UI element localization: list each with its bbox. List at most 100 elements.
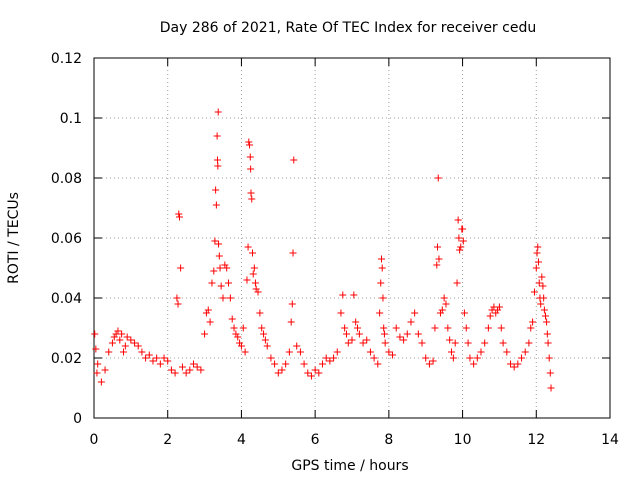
data-point <box>105 348 113 356</box>
data-point <box>248 195 256 203</box>
data-point <box>214 108 222 116</box>
data-point <box>145 351 153 359</box>
data-point <box>138 348 146 356</box>
data-point <box>339 291 347 299</box>
data-point <box>466 354 474 362</box>
data-point <box>134 342 142 350</box>
y-tick-label: 0.12 <box>51 51 82 67</box>
data-point <box>492 309 500 317</box>
data-point <box>411 309 419 317</box>
y-tick-label: 0 <box>73 411 82 427</box>
data-point <box>459 225 467 233</box>
y-tick-label: 0.02 <box>51 351 82 367</box>
data-point <box>348 336 356 344</box>
data-point <box>352 318 360 326</box>
data-point <box>431 324 439 332</box>
data-point <box>378 264 386 272</box>
data-point <box>530 288 538 296</box>
data-point <box>434 243 442 251</box>
data-point <box>434 174 442 182</box>
data-point <box>366 348 374 356</box>
data-point <box>211 237 219 245</box>
grid-lines <box>94 58 610 418</box>
data-point <box>208 279 216 287</box>
data-point <box>92 345 100 353</box>
data-point <box>214 162 222 170</box>
data-point <box>380 324 388 332</box>
data-point <box>212 186 220 194</box>
data-point <box>216 264 224 272</box>
data-point <box>473 354 481 362</box>
data-point <box>223 264 231 272</box>
data-point <box>374 360 382 368</box>
data-point <box>444 324 452 332</box>
data-point <box>239 324 247 332</box>
y-axis-label: ROTI / TECUs <box>6 192 22 284</box>
data-point <box>116 336 124 344</box>
data-point <box>304 369 312 377</box>
data-point <box>539 282 547 290</box>
data-point <box>274 369 282 377</box>
data-point <box>514 360 522 368</box>
data-point <box>213 132 221 140</box>
data-point <box>396 333 404 341</box>
data-point <box>232 330 240 338</box>
data-point <box>377 279 385 287</box>
data-point <box>245 138 253 146</box>
data-point <box>477 348 485 356</box>
data-point <box>497 324 505 332</box>
data-point <box>543 318 551 326</box>
data-point <box>438 306 446 314</box>
data-point <box>221 261 229 269</box>
data-point <box>392 324 400 332</box>
data-point <box>538 273 546 281</box>
data-point <box>261 336 269 344</box>
data-point <box>407 318 415 326</box>
data-point <box>164 357 172 365</box>
data-point <box>494 306 502 314</box>
data-point <box>287 318 295 326</box>
data-point <box>315 369 323 377</box>
data-point <box>288 300 296 308</box>
data-point <box>464 339 472 347</box>
data-point <box>544 339 552 347</box>
data-point <box>201 330 209 338</box>
data-point <box>101 366 109 374</box>
data-point <box>174 300 182 308</box>
data-point <box>241 348 249 356</box>
data-point <box>459 237 467 245</box>
data-point <box>319 360 327 368</box>
data-point <box>534 258 542 266</box>
data-point <box>282 360 290 368</box>
data-point <box>545 354 553 362</box>
data-point <box>484 324 492 332</box>
data-point <box>296 348 304 356</box>
y-tick-label: 0.08 <box>51 171 82 187</box>
data-point <box>440 294 448 302</box>
data-point <box>380 330 388 338</box>
data-point <box>254 288 262 296</box>
data-point <box>330 354 338 362</box>
data-point <box>243 276 251 284</box>
x-tick-label: 2 <box>163 432 172 448</box>
data-point <box>540 294 548 302</box>
data-point <box>540 306 548 314</box>
data-point <box>354 324 362 332</box>
data-point <box>121 342 129 350</box>
data-point <box>123 333 131 341</box>
data-point <box>171 369 179 377</box>
data-point <box>462 324 470 332</box>
data-point <box>290 156 298 164</box>
chart-title: Day 286 of 2021, Rate Of TEC Index for r… <box>160 20 536 36</box>
data-point <box>436 309 444 317</box>
data-points <box>91 108 555 392</box>
data-point <box>451 339 459 347</box>
data-point <box>481 339 489 347</box>
data-point <box>217 282 225 290</box>
data-point <box>403 330 411 338</box>
data-point <box>193 363 201 371</box>
data-point <box>344 339 352 347</box>
data-point <box>249 270 257 278</box>
data-point <box>206 318 214 326</box>
data-point <box>186 366 194 374</box>
